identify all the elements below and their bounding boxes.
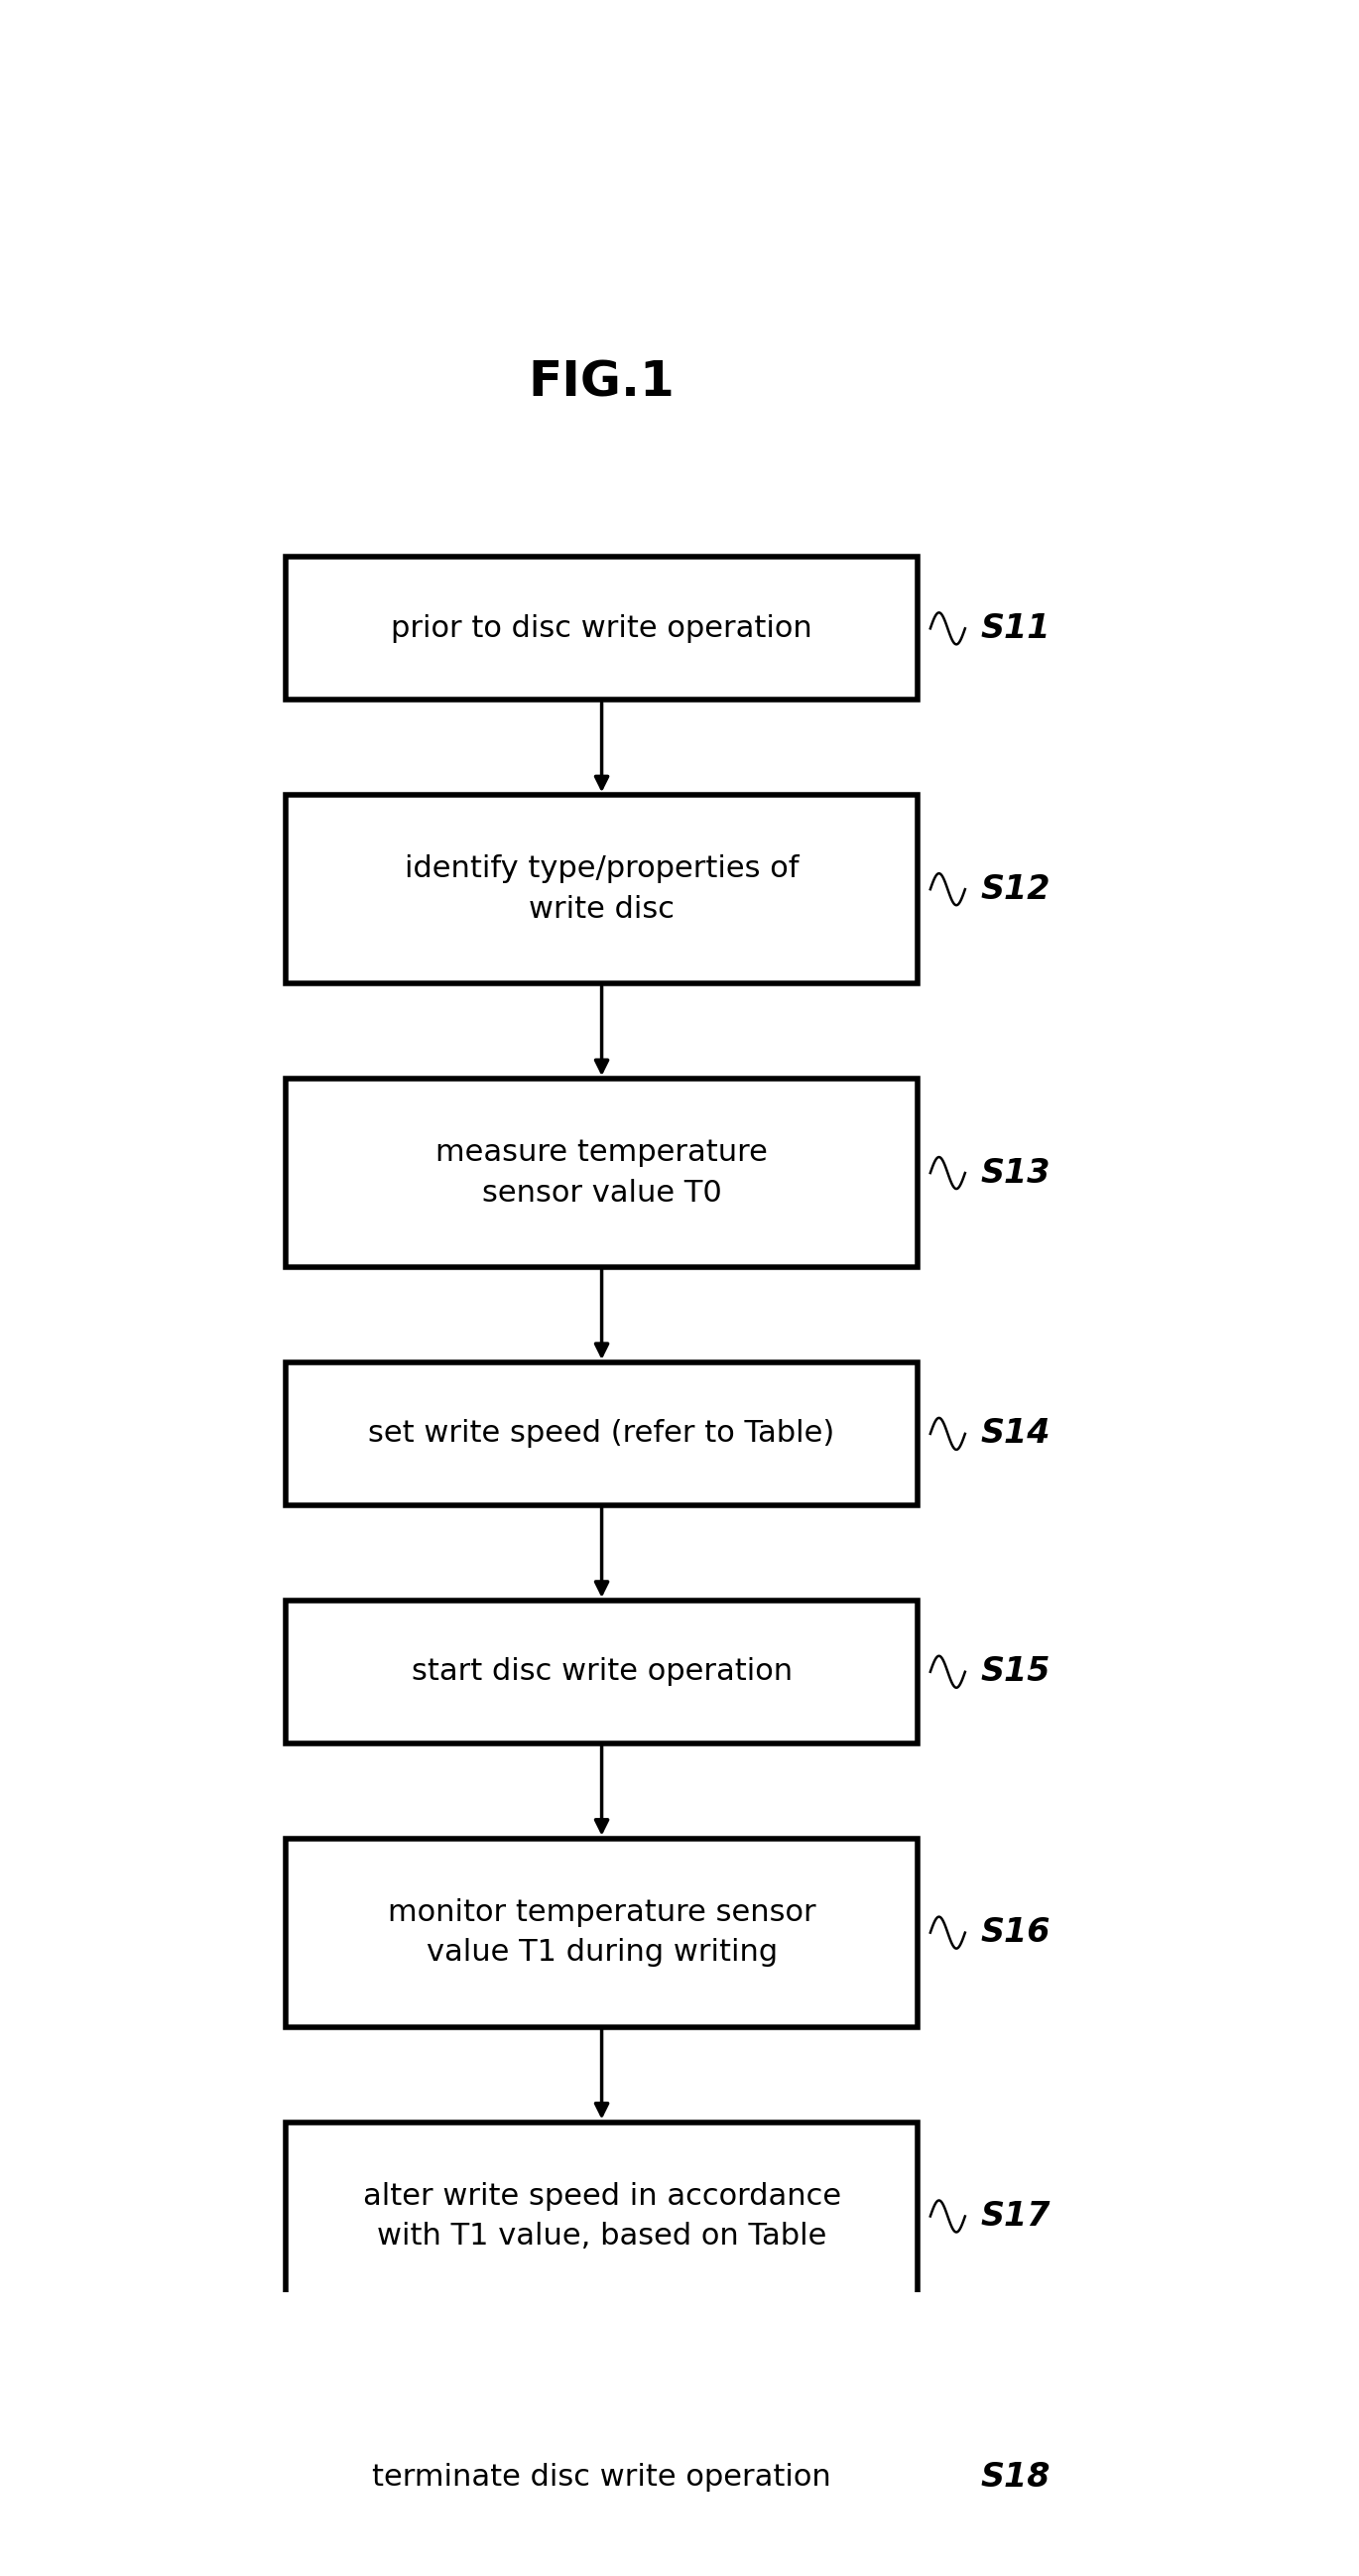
Bar [285, 1839, 917, 2027]
Text: S15: S15 [981, 1656, 1051, 1687]
Text: monitor temperature sensor
value T1 during writing: monitor temperature sensor value T1 duri… [387, 1899, 815, 1968]
Text: set write speed (refer to Table): set write speed (refer to Table) [368, 1419, 834, 1448]
Text: S16: S16 [981, 1917, 1051, 1950]
Bar [285, 2406, 917, 2548]
Text: S12: S12 [981, 873, 1051, 907]
Bar [285, 796, 917, 984]
Text: alter write speed in accordance
with T1 value, based on Table: alter write speed in accordance with T1 … [363, 2182, 841, 2251]
Text: FIG.1: FIG.1 [529, 358, 675, 407]
Text: S14: S14 [981, 1417, 1051, 1450]
Text: terminate disc write operation: terminate disc write operation [372, 2463, 832, 2491]
Bar [285, 1600, 917, 1744]
Text: measure temperature
sensor value T0: measure temperature sensor value T0 [436, 1139, 768, 1208]
Text: identify type/properties of
write disc: identify type/properties of write disc [405, 855, 799, 925]
Bar [285, 1363, 917, 1504]
Text: S11: S11 [981, 613, 1051, 644]
Bar [285, 556, 917, 701]
Text: S13: S13 [981, 1157, 1051, 1190]
Bar [285, 1079, 917, 1267]
Text: S18: S18 [981, 2460, 1051, 2494]
Bar [285, 2123, 917, 2311]
Text: S17: S17 [981, 2200, 1051, 2233]
Text: start disc write operation: start disc write operation [412, 1656, 792, 1687]
Text: prior to disc write operation: prior to disc write operation [391, 613, 813, 644]
